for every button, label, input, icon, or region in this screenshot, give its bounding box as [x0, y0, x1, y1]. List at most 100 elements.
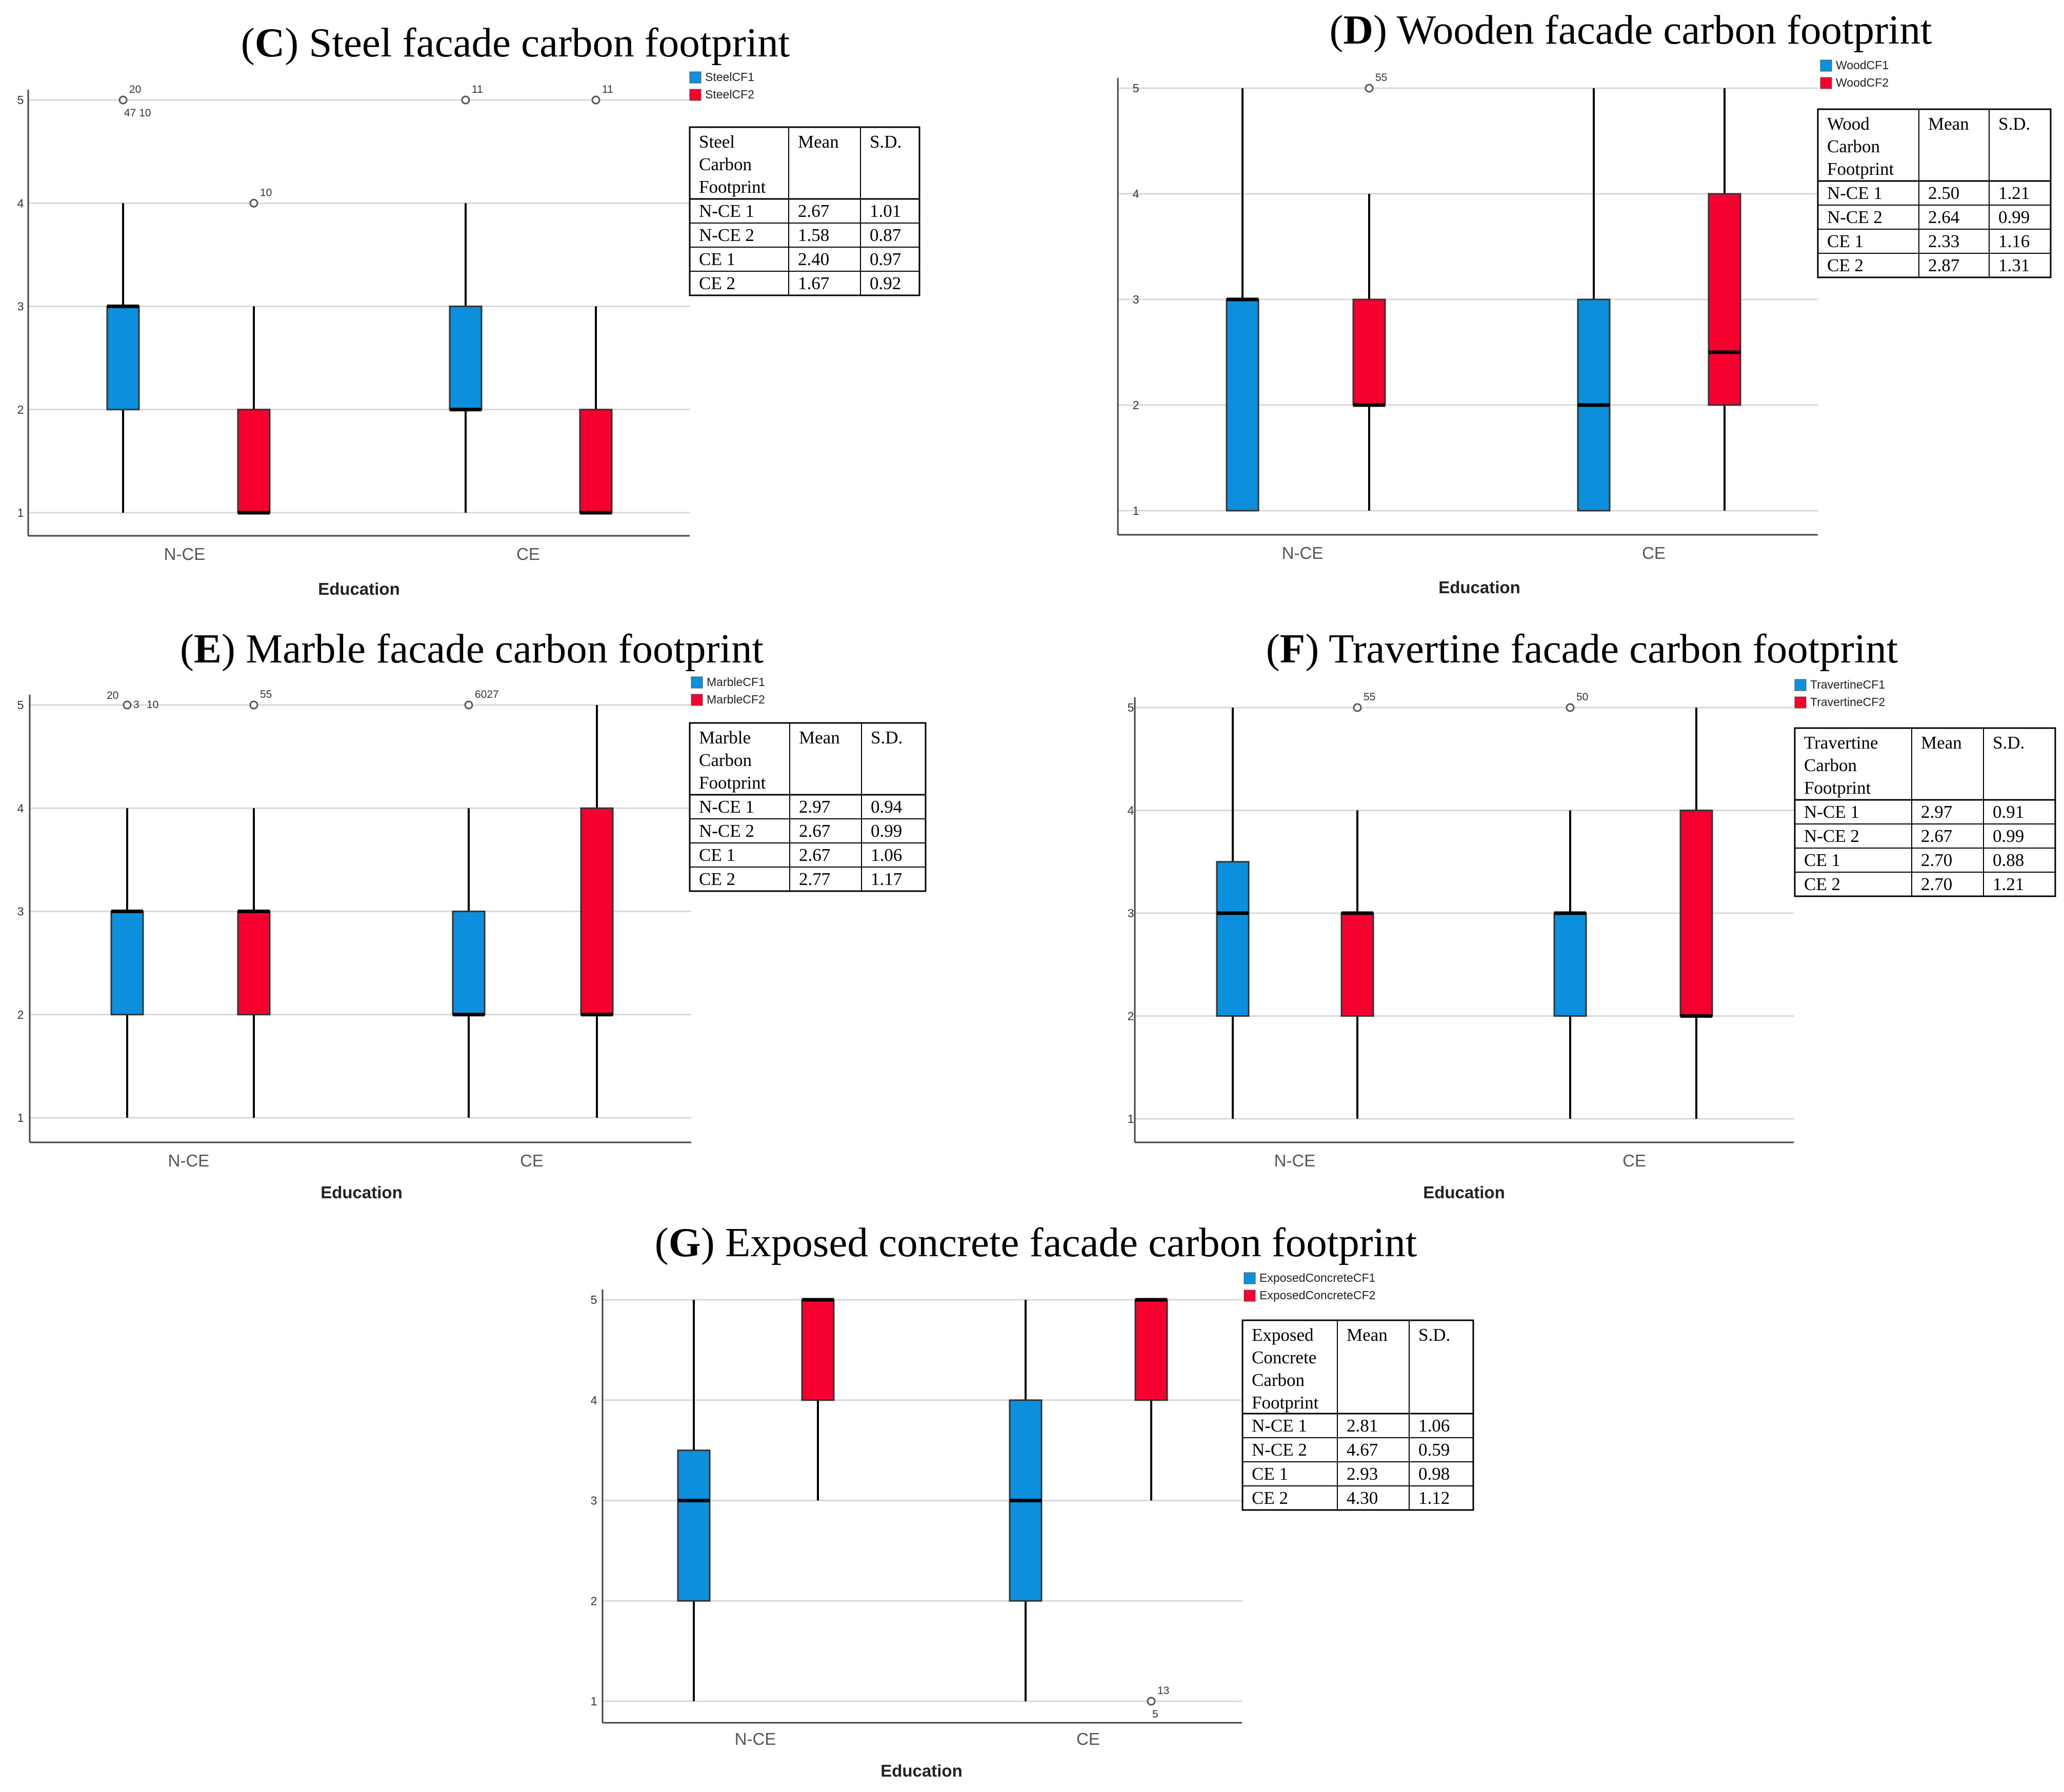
table-header-line: Carbon — [1804, 755, 1857, 775]
table-header-line: Footprint — [1804, 778, 1871, 798]
table-cell: 0.87 — [870, 225, 901, 245]
table-cell: 0.92 — [870, 273, 901, 293]
outlier-label: 10 — [260, 187, 272, 198]
y-tick-label: 1 — [1128, 1112, 1134, 1125]
box-iqr — [1708, 193, 1741, 406]
box-iqr — [677, 1449, 711, 1602]
outlier-label: 11 — [472, 84, 483, 95]
title-letter: F — [1280, 626, 1305, 672]
table-cell: 0.99 — [1993, 826, 2024, 846]
stats-table: Exposed Concrete Carbon Footprint Mean S.D. N-… — [1241, 1319, 1474, 1511]
table-cell: N-CE 2 — [1827, 207, 1882, 227]
outlier-label: 20 — [129, 84, 141, 95]
table-cell: 2.40 — [798, 249, 829, 269]
table-cell: 0.99 — [1998, 207, 2030, 227]
table-cell: CE 1 — [699, 249, 735, 269]
table-header-cell: S.D. — [870, 132, 901, 152]
y-tick-label: 3 — [1133, 293, 1139, 306]
panel-d: (D) Wooden facade carbon footprint123455… — [1117, 7, 2052, 597]
y-tick-label: 3 — [1128, 907, 1134, 920]
table-header-line: Wood — [1827, 114, 1870, 134]
legend-swatch — [1794, 696, 1807, 709]
table-cell: N-CE 2 — [1252, 1440, 1307, 1460]
table-cell: 2.97 — [1921, 802, 1952, 822]
x-category-label: CE — [516, 545, 540, 563]
x-category-label: N-CE — [164, 545, 206, 563]
table-cell: 1.01 — [870, 201, 901, 221]
box-iqr — [579, 409, 613, 514]
box-iqr — [1226, 298, 1259, 512]
table-cell: 1.06 — [871, 845, 902, 865]
table-border — [689, 722, 927, 892]
title-text: ) Travertine facade carbon footprint — [1305, 626, 1898, 672]
x-axis-title: Education — [320, 1183, 403, 1202]
y-tick-label: 2 — [1133, 398, 1139, 412]
table-header-cell: Mean — [1921, 733, 1962, 753]
box-SteelCF1-ce: 11 — [449, 84, 483, 513]
table-cell: CE 2 — [699, 273, 735, 293]
box-iqr — [580, 807, 614, 1016]
table-cell: CE 1 — [1827, 231, 1863, 251]
table-header-cell: Mean — [798, 132, 839, 152]
x-category-label: CE — [1642, 543, 1666, 562]
y-tick-label: 4 — [1128, 804, 1134, 817]
box-TravertineCF2-ce — [1679, 708, 1713, 1119]
title-text: ) Marble facade carbon footprint — [222, 626, 764, 672]
table-cell: 2.67 — [799, 845, 830, 865]
panel-g: (G) Exposed concrete facade carbon footp… — [591, 1219, 1474, 1780]
table-cell: 2.33 — [1928, 231, 1959, 251]
title-letter: C — [255, 19, 285, 66]
table-border — [1794, 727, 2056, 897]
y-tick-label: 2 — [17, 403, 24, 416]
outlier-point — [464, 700, 473, 710]
y-tick-label: 1 — [591, 1695, 597, 1708]
outlier-label: 50 — [1576, 691, 1588, 703]
box-WoodCF2-ce — [1708, 88, 1741, 511]
table-cell: 0.59 — [1418, 1440, 1450, 1460]
table-cell: 2.93 — [1347, 1464, 1378, 1484]
table-cell: CE 1 — [1804, 850, 1840, 870]
panel-title: (F) Travertine facade carbon footprint — [1266, 626, 1898, 672]
table-cell: 1.67 — [798, 273, 829, 293]
table-cell: 4.30 — [1347, 1488, 1378, 1508]
x-category-label: N-CE — [1274, 1151, 1316, 1170]
table-cell: 0.98 — [1418, 1464, 1450, 1484]
table-header-cell: Mean — [799, 728, 840, 748]
title-text: ) Steel facade carbon footprint — [285, 19, 790, 66]
table-cell: N-CE 1 — [1827, 183, 1882, 203]
table-cell: 2.50 — [1928, 183, 1959, 203]
table-header-line: Carbon — [1827, 136, 1880, 156]
table-cell: 4.67 — [1347, 1440, 1378, 1460]
box-WoodCF2-n-ce: 55 — [1352, 72, 1387, 511]
table-border — [689, 126, 920, 296]
table-header-cell: S.D. — [1418, 1325, 1450, 1345]
x-axis-title: Education — [880, 1761, 963, 1780]
table-cell: CE 2 — [1252, 1488, 1288, 1508]
y-tick-label: 5 — [591, 1293, 597, 1306]
box-iqr — [237, 911, 271, 1016]
box-iqr — [452, 911, 486, 1016]
title-letter: G — [669, 1219, 701, 1265]
table-header-cell: S.D. — [1998, 114, 2030, 134]
x-category-label: CE — [1076, 1729, 1100, 1748]
legend-swatch — [1244, 1272, 1256, 1284]
box-iqr — [1134, 1299, 1168, 1401]
y-tick-label: 2 — [591, 1594, 597, 1607]
table-header-line: Concrete — [1252, 1347, 1316, 1367]
table-cell: CE 2 — [1804, 874, 1840, 894]
title-text: ) Wooden facade carbon footprint — [1373, 7, 1932, 53]
outlier-point — [249, 198, 258, 208]
y-tick-label: 4 — [591, 1394, 597, 1407]
table-cell: N-CE 2 — [1804, 826, 1859, 846]
table-cell: CE 1 — [1252, 1464, 1288, 1484]
box-SteelCF2-n-ce: 10 — [237, 187, 272, 515]
table-header-cell: Steel Carbon Footprint — [699, 132, 766, 197]
legend-swatch — [691, 676, 703, 689]
x-axis-title: Education — [318, 579, 400, 598]
table-cell: 1.58 — [798, 225, 829, 245]
legend-swatch — [1820, 59, 1832, 72]
table-border — [1241, 1319, 1474, 1511]
y-tick-label: 5 — [1133, 82, 1139, 95]
table-cell: CE 2 — [1827, 255, 1863, 275]
table-header-cell: S.D. — [871, 728, 903, 748]
